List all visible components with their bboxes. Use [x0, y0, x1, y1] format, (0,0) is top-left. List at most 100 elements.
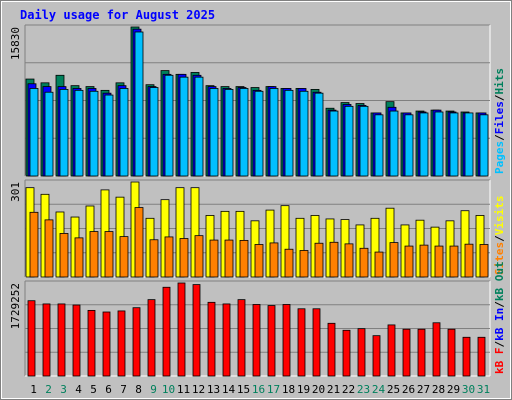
bar-sites-day-24 [374, 251, 384, 278]
bar-kb-f-day-7 [117, 310, 126, 377]
bar-pages-day-27 [419, 112, 429, 177]
x-tick-label-day-5: 5 [90, 383, 97, 396]
bar-sites-day-22 [344, 243, 354, 278]
legend-separator: / [493, 134, 506, 141]
legend-entry-hits: Hits [493, 68, 506, 95]
bar-sites-day-29 [449, 245, 459, 278]
bar-pages-day-7 [119, 88, 129, 177]
bar-pages-day-15 [239, 88, 249, 177]
legend-entry-kb_out: kB Out [493, 261, 506, 301]
bar-pages-day-24 [374, 114, 384, 177]
y-max-label: 15830 [9, 27, 22, 60]
y-max-label: 301 [9, 182, 22, 202]
x-tick-label-day-28: 28 [432, 383, 445, 396]
chart-title: Daily usage for August 2025 [20, 8, 215, 22]
x-tick-label-day-29: 29 [447, 383, 460, 396]
x-tick-label-day-13: 13 [207, 383, 220, 396]
bar-sites-day-16 [254, 244, 264, 278]
bar-pages-day-16 [254, 90, 264, 177]
bar-sites-day-5 [89, 231, 99, 278]
bar-pages-day-31 [479, 114, 489, 177]
x-tick-label-day-19: 19 [297, 383, 310, 396]
bar-kb-f-day-31 [477, 336, 486, 377]
bar-sites-day-30 [464, 243, 474, 278]
bar-pages-day-23 [359, 105, 369, 177]
x-tick-label-day-27: 27 [417, 383, 430, 396]
x-tick-label-day-24: 24 [372, 383, 386, 396]
bar-pages-day-1 [29, 88, 39, 177]
bar-sites-day-18 [284, 248, 294, 278]
bar-pages-day-28 [434, 111, 444, 177]
bar-pages-day-12 [194, 76, 204, 177]
bar-pages-day-17 [269, 88, 279, 177]
legend: Pages/Files/Hits [493, 68, 506, 174]
bar-kb-f-day-20 [312, 308, 321, 377]
x-tick-label-day-11: 11 [177, 383, 190, 396]
bar-kb-f-day-18 [282, 304, 291, 377]
bar-pages-day-19 [299, 90, 309, 177]
bar-sites-day-11 [179, 238, 189, 278]
bar-sites-day-10 [164, 236, 174, 278]
bar-sites-day-21 [329, 241, 339, 278]
legend-entry-kb_f: kB F [493, 348, 506, 375]
bar-sites-day-12 [194, 235, 204, 278]
legend: Sites/Visits [493, 196, 506, 276]
bar-pages-day-13 [209, 88, 219, 177]
bar-kb-f-day-24 [372, 335, 381, 377]
bar-pages-day-20 [314, 92, 324, 177]
bar-sites-day-13 [209, 239, 219, 278]
bar-sites-day-26 [404, 245, 414, 278]
bar-pages-day-5 [89, 90, 99, 177]
x-tick-label-day-7: 7 [120, 383, 127, 396]
bar-kb-f-day-14 [222, 303, 231, 377]
bar-pages-day-30 [464, 112, 474, 177]
x-tick-label-day-1: 1 [30, 383, 37, 396]
x-tick-label-day-8: 8 [135, 383, 142, 396]
bar-pages-day-22 [344, 105, 354, 177]
bar-kb-f-day-16 [252, 304, 261, 377]
bar-pages-day-10 [164, 74, 174, 177]
bar-sites-day-17 [269, 242, 279, 278]
bar-sites-day-3 [59, 233, 69, 278]
x-tick-label-day-20: 20 [312, 383, 325, 396]
bar-sites-day-4 [74, 237, 84, 278]
bar-pages-day-26 [404, 114, 414, 177]
bar-sites-day-15 [239, 239, 249, 278]
x-tick-label-day-12: 12 [192, 383, 205, 396]
bar-sites-day-1 [29, 211, 39, 278]
x-tick-label-day-17: 17 [267, 383, 280, 396]
bar-kb-f-day-29 [447, 328, 456, 377]
legend-entry-visits: Visits [493, 196, 506, 236]
bar-kb-f-day-8 [132, 307, 141, 377]
x-tick-label-day-22: 22 [342, 383, 355, 396]
x-tick-label-day-14: 14 [222, 383, 236, 396]
bar-sites-day-25 [389, 242, 399, 278]
bar-pages-day-21 [329, 110, 339, 177]
legend-entry-kb_in: kB In [493, 308, 506, 341]
panel-hits-files-pages: 15830 Pages/Files/Hits [9, 24, 506, 177]
bar-kb-f-day-23 [357, 328, 366, 377]
bar-kb-f-day-1 [27, 300, 36, 377]
bar-sites-day-7 [119, 236, 129, 278]
legend-separator: / [493, 341, 506, 348]
x-tick-label-day-10: 10 [162, 383, 175, 396]
legend: kB F/kB In/kB Out [493, 261, 506, 374]
bar-kb-f-day-6 [102, 311, 111, 377]
bar-pages-day-3 [59, 89, 69, 177]
bar-kb-f-day-27 [417, 328, 426, 377]
bar-kb-f-day-17 [267, 305, 276, 377]
bar-kb-f-day-12 [192, 284, 201, 377]
x-tick-label-day-2: 2 [45, 383, 52, 396]
x-tick-label-day-31: 31 [477, 383, 490, 396]
bar-kb-f-day-3 [57, 303, 66, 377]
x-tick-label-day-9: 9 [150, 383, 157, 396]
bar-sites-day-14 [224, 239, 234, 278]
x-tick-label-day-6: 6 [105, 383, 112, 396]
bar-sites-day-6 [104, 231, 114, 278]
bar-pages-day-8 [134, 31, 144, 177]
legend-separator: / [493, 94, 506, 101]
bar-kb-f-day-10 [162, 286, 171, 377]
